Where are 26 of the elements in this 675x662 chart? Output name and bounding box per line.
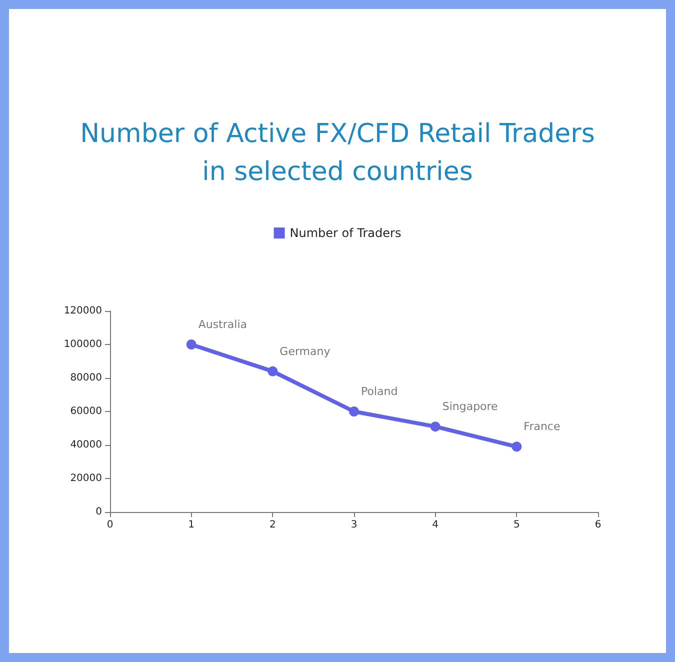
annotation: France (524, 420, 560, 434)
x-tick-label: 3 (350, 520, 358, 530)
annotation: Australia (198, 318, 248, 331)
annotation: Germany (280, 344, 331, 358)
point (430, 422, 440, 432)
y-tick-label: 0 (96, 506, 102, 518)
y-tick-label: 40000 (70, 440, 102, 450)
y-tick-label: 100000 (64, 339, 102, 350)
point (186, 340, 196, 350)
annotation: Poland (361, 385, 398, 398)
x-tick-label: 6 (594, 520, 602, 530)
x-tick-label: 4 (432, 520, 439, 530)
y-tick-label: 80000 (70, 372, 102, 384)
y-tick-label: 120000 (64, 306, 102, 316)
point (268, 366, 278, 376)
annotation: Singapore (442, 400, 498, 414)
point (349, 406, 359, 416)
legend-label: Number of Traders (290, 226, 402, 240)
y-tick-label: 60000 (70, 406, 102, 417)
point (512, 442, 522, 452)
y-tick-label: 20000 (70, 473, 102, 484)
chart-title: Number of Active FX/CFD Retail Traders in selected countries (80, 119, 595, 187)
x-tick-label: 5 (513, 520, 520, 530)
x-tick-label: 0 (106, 520, 114, 530)
x-tick-label: 2 (269, 520, 276, 530)
x-tick-label: 1 (188, 520, 195, 530)
